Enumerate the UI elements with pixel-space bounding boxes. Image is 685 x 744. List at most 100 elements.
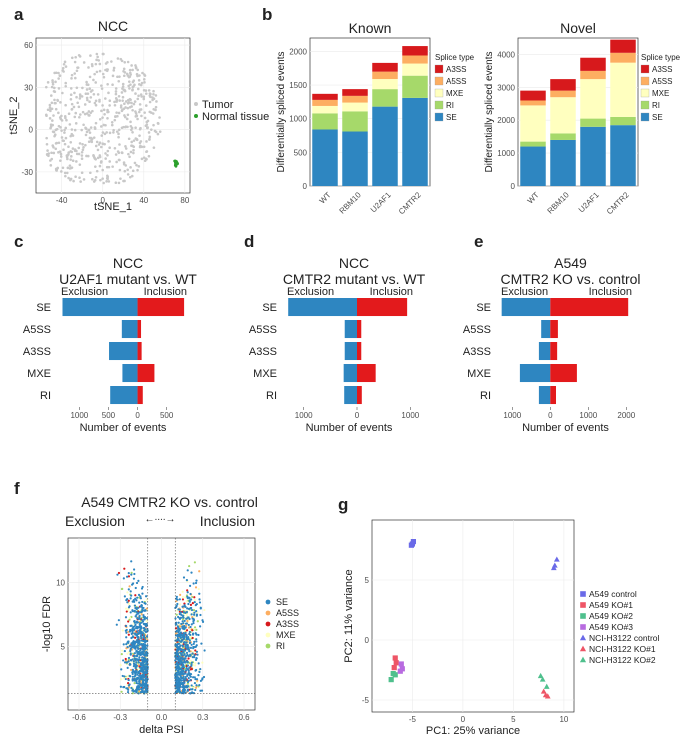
volcano-point-se — [140, 663, 144, 667]
tsne-point-tumor — [152, 146, 156, 149]
tsne-point-tumor — [99, 161, 103, 164]
volcano-point-se — [135, 613, 138, 616]
tsne-point-tumor — [47, 154, 50, 158]
novel-ytick: 0 — [511, 182, 516, 191]
tsne-point-tumor — [63, 171, 67, 175]
volcano-point-se — [179, 652, 183, 655]
novel-title: Novel — [560, 20, 596, 36]
volcano-point-a3ss — [134, 594, 137, 597]
tsne-point-tumor — [113, 103, 117, 107]
tsne-point-tumor — [75, 152, 79, 156]
volcano-point-ri — [121, 587, 124, 590]
volcano-point-se — [192, 642, 195, 646]
tsne-point-tumor — [148, 137, 151, 141]
volcano-point-se — [139, 605, 142, 608]
tsne-point-tumor — [60, 119, 64, 122]
tsne-point-tumor — [79, 180, 82, 183]
volcano-point-mxe — [181, 590, 184, 593]
ncc-cmtr2-xlabel: Number of events — [306, 422, 393, 434]
volcano-point-se — [182, 616, 185, 619]
volcano-point-se — [136, 626, 140, 629]
volcano-point-se — [178, 663, 182, 666]
tsne-point-tumor — [158, 130, 162, 133]
tsne-point-tumor — [148, 100, 152, 104]
ncc-cmtr2-category: SE — [262, 302, 277, 314]
tsne-point-tumor — [54, 101, 57, 105]
tsne-point-tumor — [141, 71, 144, 75]
novel-ylabel: Differentially spliced events — [484, 52, 495, 173]
volcano-point-se — [177, 657, 181, 661]
tsne-point-tumor — [44, 113, 48, 117]
volcano-point-se — [124, 616, 128, 619]
volcano-point-a3ss — [181, 598, 185, 601]
tsne-point-tumor — [74, 175, 77, 178]
volcano-point-se — [135, 654, 139, 657]
tsne-point-tumor — [104, 68, 107, 72]
volcano-point-se — [123, 675, 126, 678]
known-legend-swatch-a5ss — [434, 76, 444, 86]
known-title: Known — [349, 20, 392, 36]
novel-ytick: 2000 — [497, 116, 515, 125]
volcano-point-se — [143, 679, 146, 682]
tsne-point-tumor — [84, 92, 88, 96]
tsne-point-tumor — [142, 78, 146, 81]
ncc-u2af1-xtick: 0 — [135, 411, 140, 420]
volcano-point-se — [124, 624, 128, 628]
tsne-point-tumor — [74, 111, 78, 115]
a549-cmtr2-xtick: 1000 — [579, 411, 597, 420]
tsne-point-tumor — [105, 180, 108, 183]
volcano-point-se — [184, 669, 188, 672]
volcano-point-se — [188, 584, 192, 588]
a549-cmtr2-category: A3SS — [463, 346, 491, 358]
tsne-point-tumor — [108, 131, 112, 135]
tsne-point-tumor — [108, 160, 111, 163]
volcano-point-se — [174, 617, 177, 620]
tsne-point-normal — [175, 161, 179, 165]
tsne-point-tumor — [119, 104, 123, 107]
tsne-point-tumor — [69, 150, 72, 153]
tsne-point-tumor — [53, 134, 56, 138]
tsne-point-tumor — [80, 157, 84, 161]
volcano-point-se — [117, 619, 120, 622]
volcano-point-se — [142, 635, 145, 638]
tsne-point-tumor — [51, 144, 55, 147]
known-legend-title: Splice type — [435, 53, 475, 62]
tsne-point-tumor — [107, 180, 111, 183]
volcano-point-a3ss — [191, 636, 194, 640]
volcano-point-se — [176, 663, 179, 666]
tsne-point-tumor — [64, 126, 68, 130]
tsne-point-tumor — [99, 145, 103, 149]
tsne-point-tumor — [82, 123, 85, 127]
volcano-point-se — [132, 568, 136, 571]
volcano-point-se — [184, 646, 187, 649]
known-xtick: WT — [318, 190, 333, 205]
volcano-legend-label-se: SE — [276, 597, 288, 607]
tsne-point-tumor — [112, 128, 115, 132]
volcano-point-se — [195, 640, 198, 643]
tsne-point-tumor — [131, 130, 134, 134]
volcano-point-se — [145, 671, 148, 674]
tsne-point-tumor — [119, 106, 123, 109]
volcano-point-se — [141, 609, 145, 612]
novel-legend-label-a5ss: A5SS — [652, 77, 672, 86]
volcano-point-se — [144, 609, 147, 612]
volcano-point-se — [201, 619, 204, 622]
tsne-point-tumor — [77, 53, 81, 57]
volcano-point-a3ss — [127, 575, 131, 578]
tsne-point-tumor — [133, 100, 137, 103]
tsne-point-tumor — [61, 139, 65, 142]
volcano-point-se — [134, 586, 137, 590]
tsne-point-tumor — [113, 100, 116, 104]
volcano-point-se — [199, 667, 202, 671]
tsne-point-tumor — [93, 126, 97, 129]
tsne-point-tumor — [106, 110, 109, 114]
tsne-point-tumor — [146, 126, 149, 130]
tsne-point-tumor — [64, 116, 67, 120]
volcano-point-a5ss — [127, 630, 130, 633]
tsne-point-tumor — [69, 158, 72, 161]
tsne-point-tumor — [126, 168, 129, 172]
volcano-point-se — [177, 621, 180, 624]
tsne-point-tumor — [88, 87, 92, 91]
tsne-point-tumor — [136, 168, 139, 172]
pca-ylabel: PC2: 11% variance — [343, 569, 355, 662]
